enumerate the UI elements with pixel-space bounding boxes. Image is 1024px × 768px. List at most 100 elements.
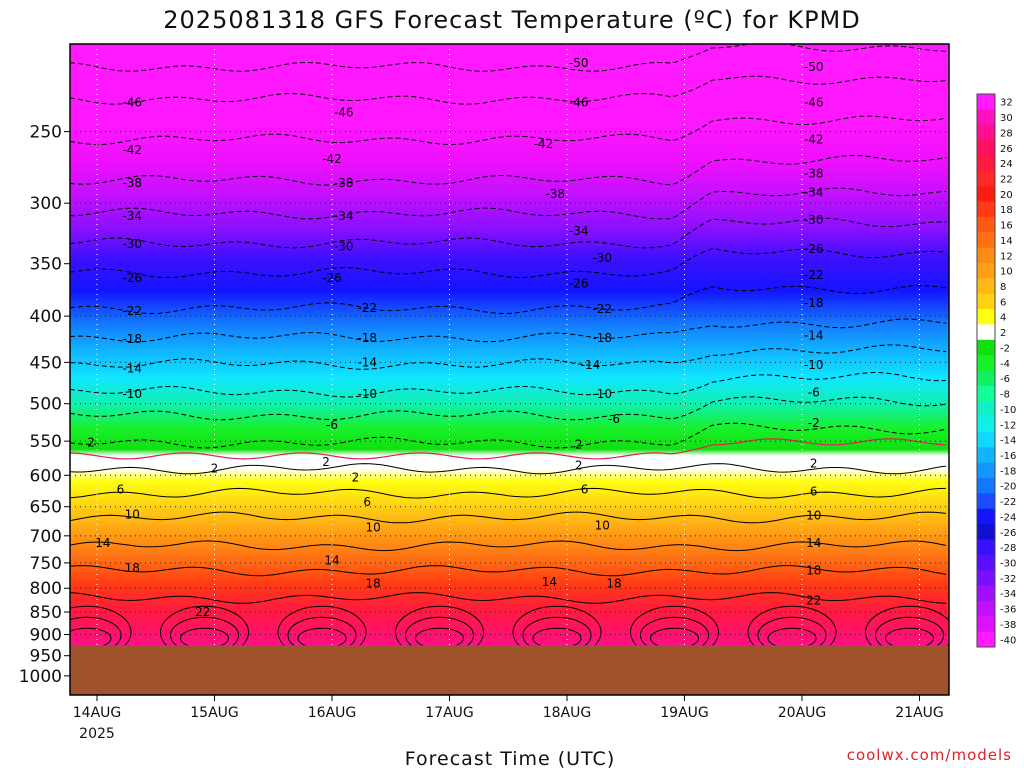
y-tick-label: 650 [30, 498, 62, 518]
contour-label: 2 [322, 455, 330, 469]
isotherm-line [70, 285, 947, 314]
contour-label: -46 [569, 95, 589, 109]
y-tick-label: 400 [30, 307, 62, 327]
colorbar-swatch [977, 493, 995, 510]
contour-label: 22 [195, 605, 210, 619]
colorbar-label: -40 [1000, 635, 1016, 646]
time-axis: 14AUG 15AUG 16AUG 17AUG 18AUG 19AUG 20AUG 21AUG [73, 695, 944, 721]
contour-label: -38 [545, 187, 565, 201]
y-tick-label: 450 [30, 353, 62, 373]
colorbar-swatch [977, 616, 995, 633]
isotherm-line [70, 344, 947, 370]
contour-label: -46 [334, 105, 354, 119]
contour-label: 6 [363, 495, 371, 509]
colorbar-swatch [977, 247, 995, 264]
contour-label: -10 [804, 358, 824, 372]
contour-label: -14 [581, 358, 601, 372]
contour-label: 2 [810, 456, 818, 470]
contour-label: -42 [534, 137, 554, 151]
contour-label: 10 [365, 520, 380, 534]
colorbar-swatch [977, 478, 995, 494]
contour-label: 2 [211, 462, 219, 476]
colorbar-swatch [977, 109, 995, 126]
contour-label: -38 [334, 176, 354, 190]
colorbar-label: -20 [1000, 482, 1016, 493]
contour-label: -22 [592, 302, 612, 316]
colorbar-swatch [977, 201, 995, 218]
contour-label: -50 [569, 56, 589, 70]
contour-label: -26 [804, 242, 824, 256]
plot-area: -50 -50 -46 -46 -46 -46 -42 -42 -42 -42 -38 -38 -38 -… [70, 44, 949, 695]
x-tick-label: 15AUG [190, 705, 239, 721]
contour-label: -22 [357, 301, 377, 315]
isotherm-line [70, 463, 947, 475]
y-tick-label: 350 [30, 255, 62, 275]
contour-label: -2 [808, 416, 820, 430]
below-ground-mask [70, 645, 949, 695]
x-tick-label: 20AUG [778, 705, 827, 721]
y-tick-label: 950 [30, 647, 62, 667]
contour-label: -30 [592, 251, 612, 265]
isotherm-line [70, 217, 947, 249]
colorbar-label: 26 [1000, 144, 1013, 155]
colorbar-label: -36 [1000, 605, 1016, 616]
colorbar-swatch [977, 216, 995, 233]
contour-label: 18 [125, 561, 140, 575]
contour-label: 6 [810, 484, 818, 498]
colorbar-swatch [977, 124, 995, 141]
y-tick-label: 800 [30, 579, 62, 599]
contour-label: 2 [575, 458, 583, 472]
colorbar-frame [976, 93, 996, 648]
contour-label: 14 [806, 536, 821, 550]
contour-label: -34 [569, 224, 589, 238]
contour-label: -42 [804, 132, 824, 146]
colorbar-label: -18 [1000, 466, 1016, 477]
contour-label: -30 [804, 213, 824, 227]
contour-label: 14 [95, 536, 110, 550]
contour-label: -38 [804, 166, 824, 180]
colorbar-swatch [977, 600, 995, 617]
contour-label: -6 [608, 412, 620, 426]
y-tick-label: 250 [30, 123, 62, 143]
isotherm-line [70, 540, 947, 552]
contour-label: -46 [804, 95, 824, 109]
y-tick-label: 600 [30, 466, 62, 486]
isotherm-line [70, 396, 947, 421]
colorbar-label: 20 [1000, 190, 1013, 201]
isotherm-line [70, 154, 947, 186]
y-tick-label: 500 [30, 395, 62, 415]
colorbar-label: -8 [1000, 390, 1010, 401]
colorbar-swatch [977, 570, 995, 587]
credit-text: coolwx.com/models [847, 746, 1012, 764]
y-tick-label: 700 [30, 527, 62, 547]
colorbar-swatch [977, 262, 995, 279]
colorbar-label: 22 [1000, 174, 1013, 185]
contour-label: -34 [334, 209, 354, 223]
colorbar-label: -12 [1000, 420, 1016, 431]
contour-label: -46 [122, 95, 142, 109]
colorbar-label: -34 [1000, 589, 1016, 600]
pressure-axis: 2503003504004505005506006507007508008509… [19, 123, 70, 687]
contour-label: 14 [542, 575, 557, 589]
colorbar-label: -16 [1000, 451, 1016, 462]
colorbar-swatch [977, 462, 995, 479]
colorbar-swatch [977, 416, 995, 433]
x-tick-label: 18AUG [543, 705, 592, 721]
colorbar-label: 8 [1000, 282, 1006, 293]
contour-label: -38 [122, 176, 142, 190]
colorbar-label: 24 [1000, 159, 1013, 170]
contour-label: -14 [804, 328, 824, 342]
colorbar-label: -6 [1000, 374, 1010, 385]
isotherm-line [70, 565, 947, 577]
contour-label: -18 [122, 332, 142, 346]
contour-label: -26 [322, 271, 342, 285]
colorbar-swatch [977, 140, 995, 156]
colorbar-swatch [977, 401, 995, 418]
colorbar-swatch [977, 232, 995, 249]
colorbar-label: -10 [1000, 405, 1016, 416]
colorbar-swatch [977, 631, 995, 648]
contour-label: 14 [324, 553, 339, 567]
contour-label: 10 [125, 507, 140, 521]
colorbar-label: 32 [1000, 98, 1013, 109]
contour-label: -10 [122, 387, 142, 401]
